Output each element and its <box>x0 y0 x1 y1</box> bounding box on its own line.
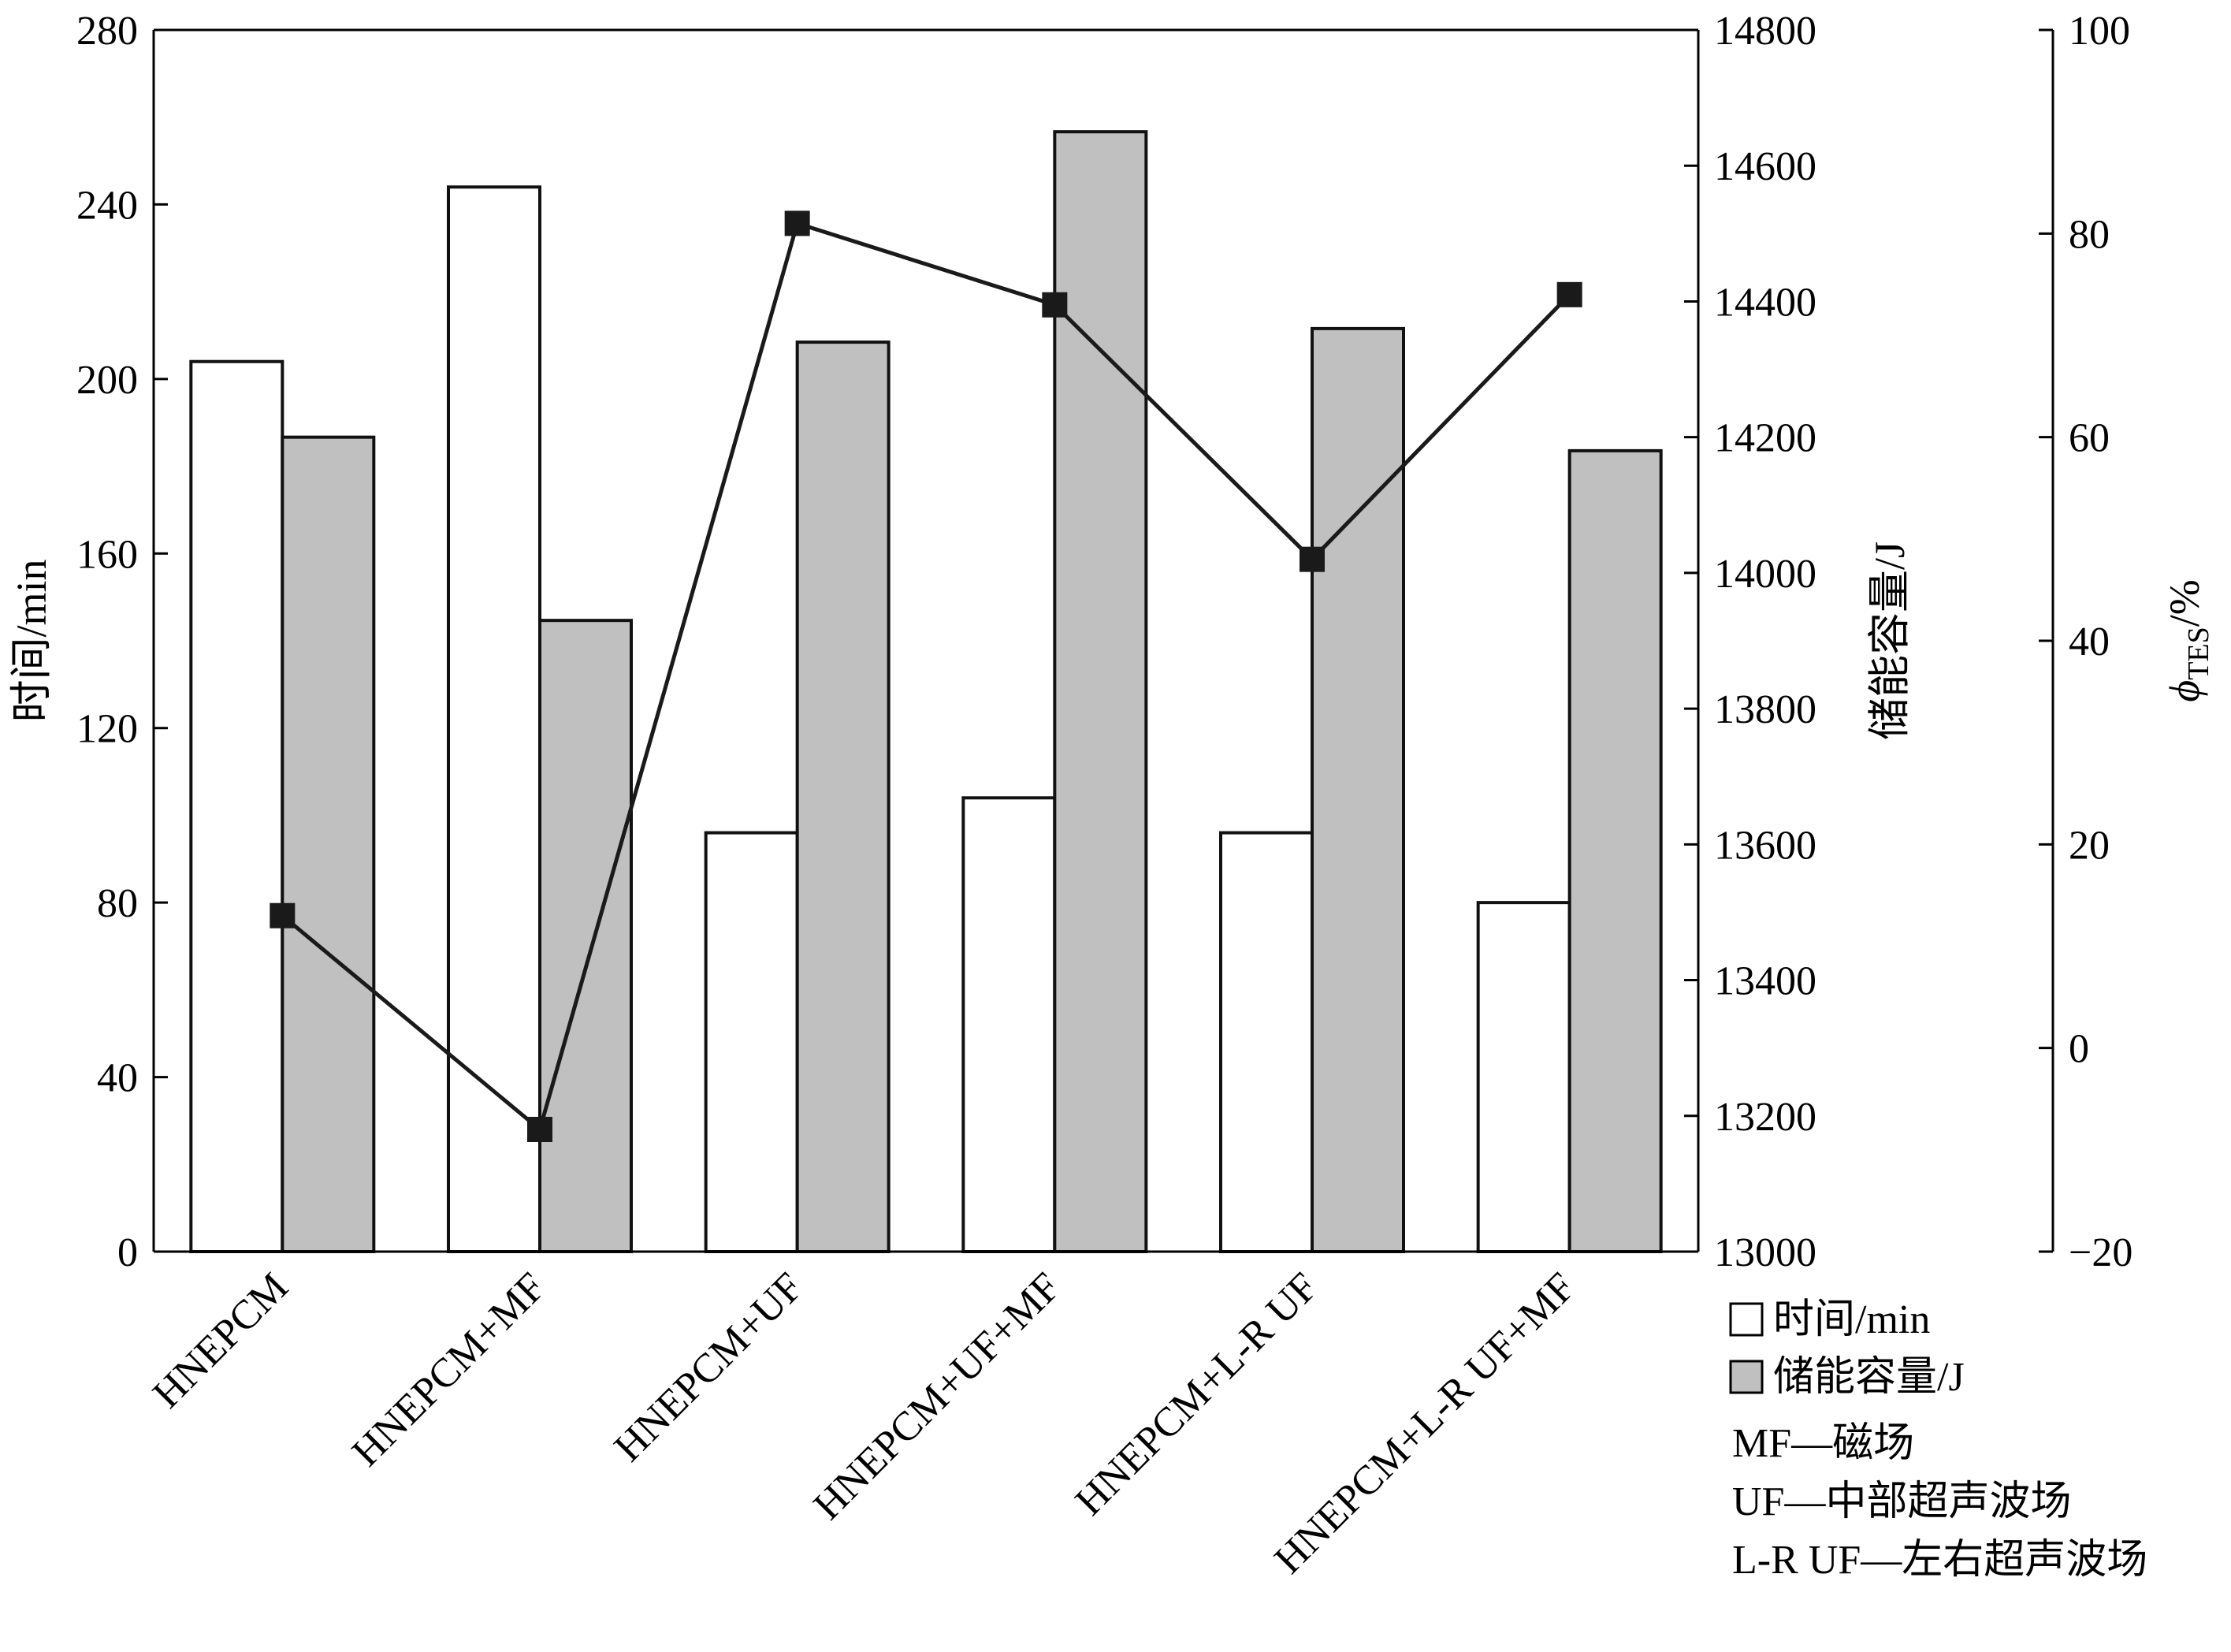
right-tick-label: 14400 <box>1714 280 1816 325</box>
left-tick-label: 40 <box>97 1056 138 1101</box>
energy-bar-3 <box>1053 130 1148 1254</box>
left-tick-label: 240 <box>76 183 138 228</box>
right-axis-title: 储能容量/J <box>1866 541 1913 740</box>
phi-point-2 <box>784 210 810 236</box>
energy-bar-4 <box>1311 326 1405 1253</box>
left-tick-label: 0 <box>117 1230 138 1275</box>
legend-note-mf: MF—磁场 <box>1732 1421 1914 1466</box>
legend-note-uf: UF—中部超声波场 <box>1732 1479 2071 1524</box>
category-label-0: HNEPCM <box>144 1264 297 1417</box>
legend-label-time: 时间/min <box>1773 1297 1930 1342</box>
energy-bar-5 <box>1567 448 1663 1253</box>
left-axis-title: 时间/min <box>8 559 55 722</box>
right-tick-label: 13200 <box>1714 1095 1816 1140</box>
legend-note-lrf: L-R UF—左右超声波场 <box>1732 1538 2147 1583</box>
far-right-axis-ticks: −20 0 20 40 60 80 100 <box>2039 9 2132 1275</box>
legend: 时间/min 储能容量/J MF—磁场 UF—中部超声波场 L-R UF—左右超… <box>1729 1297 2147 1583</box>
energy-bar-2 <box>795 340 891 1254</box>
right-tick-label: 13400 <box>1714 959 1816 1004</box>
far-right-tick-label: 40 <box>2069 620 2110 664</box>
time-bar-5 <box>1476 901 1571 1253</box>
category-label-5: HNEPCM+L-R UF+MF <box>1266 1264 1585 1583</box>
far-right-tick-label: 0 <box>2069 1027 2089 1072</box>
legend-swatch-energy <box>1729 1360 1764 1394</box>
category-label-4: HNEPCM+L-R UF <box>1067 1264 1327 1524</box>
left-axis-ticks: 0 40 80 120 160 200 240 280 <box>76 9 168 1275</box>
phi-point-4 <box>1300 546 1325 572</box>
right-tick-label: 14200 <box>1714 416 1816 461</box>
category-labels: HNEPCM HNEPCM+MF HNEPCM+UFHNEPCM+UF+MFHNEP… <box>144 1264 1584 1583</box>
category-label-2: HNEPCM+UF <box>606 1264 812 1470</box>
right-axis-ticks: 13000 13200 13400 13600 13800 14000 14200 14400… <box>1684 9 1816 1275</box>
energy-bar-0 <box>281 435 376 1254</box>
far-right-axis-title: ϕTES/% <box>2161 579 2215 702</box>
phi-point-1 <box>527 1117 552 1142</box>
right-tick-label: 14800 <box>1714 9 1816 54</box>
right-tick-label: 14600 <box>1714 144 1816 189</box>
bars <box>189 130 1663 1254</box>
time-bar-1 <box>447 185 541 1253</box>
left-tick-label: 160 <box>76 532 138 577</box>
left-tick-label: 120 <box>76 707 138 752</box>
phi-line-series <box>270 210 1582 1142</box>
time-bar-3 <box>961 796 1057 1253</box>
left-tick-label: 200 <box>76 358 138 403</box>
right-tick-label: 13000 <box>1714 1230 1816 1275</box>
phi-line <box>281 221 1571 1133</box>
left-tick-label: 280 <box>76 9 138 54</box>
far-right-tick-label: −20 <box>2069 1230 2132 1275</box>
legend-swatch-time <box>1729 1302 1764 1337</box>
phi-point-5 <box>1556 281 1582 307</box>
category-label-3: HNEPCM+UF+MF <box>805 1264 1069 1528</box>
time-bar-0 <box>189 359 284 1254</box>
phi-point-0 <box>270 902 296 928</box>
energy-bar-1 <box>538 619 633 1253</box>
far-right-tick-label: 20 <box>2069 823 2110 868</box>
time-bar-4 <box>1219 831 1314 1253</box>
right-tick-label: 13800 <box>1714 687 1816 732</box>
far-right-tick-label: 100 <box>2069 9 2130 54</box>
right-tick-label: 14000 <box>1714 552 1816 597</box>
far-right-tick-label: 60 <box>2069 416 2110 461</box>
phi-subscript: TES <box>2182 627 2215 680</box>
category-label-1: HNEPCM+MF <box>344 1264 554 1475</box>
legend-label-energy: 储能容量/J <box>1773 1355 1965 1400</box>
phi-unit: /% <box>2161 579 2208 627</box>
time-bar-2 <box>704 831 799 1253</box>
left-tick-label: 80 <box>97 881 138 926</box>
phi-point-3 <box>1042 292 1068 318</box>
phi-symbol: ϕ <box>2161 680 2208 702</box>
far-right-tick-label: 80 <box>2069 212 2110 257</box>
right-tick-label: 13600 <box>1714 823 1816 868</box>
